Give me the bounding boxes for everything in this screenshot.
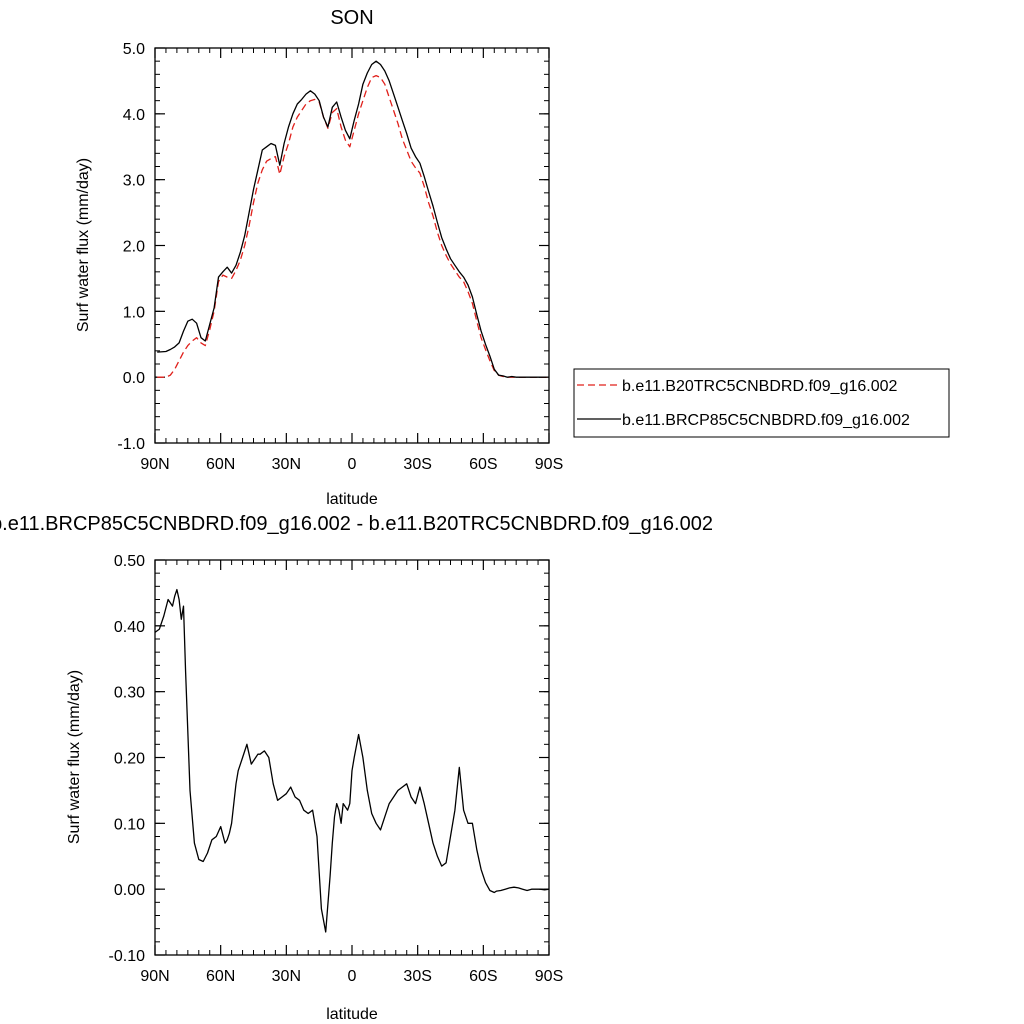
chart1-x-tick-label: 60S [469,456,497,473]
chart1-frame [154,47,550,444]
chart1-plot: 90N 60N 30N 0 30S 60S 90S -1.0 0.0 1.0 2.0 3.0 4.0 5.… [117,41,563,473]
chart1-x-tick-label: 30N [272,456,301,473]
chart2-y-tick-label: 0.50 [114,553,145,570]
chart1-y-tick-label: -1.0 [117,436,145,453]
chart2-title: b.e11.BRCP85C5CNBDRD.f09_g16.002 - b.e11… [0,513,713,535]
chart1-y-tick-label: 3.0 [123,173,145,190]
chart1-y-tick-label: 1.0 [123,304,145,321]
chart2-frame [154,559,550,956]
legend-box [573,368,950,438]
chart2-x-tick-label: 90S [535,968,563,985]
chart2-x-tick-label: 0 [348,968,357,985]
legend-label-1: b.e11.BRCP85C5CNBDRD.f09_g16.002 [622,412,910,429]
chart1-x-tick-label: 60N [206,456,235,473]
chart1-x-tick-label: 0 [348,456,357,473]
chart2-plot: 90N 60N 30N 0 30S 60S 90S -0.10 0.00 0.10 0.20 0.30… [109,553,564,985]
chart2-x-tick-label: 30N [272,968,301,985]
chart2-y-tick-label: 0.00 [114,882,145,899]
chart1-x-tick-label: 90S [535,456,563,473]
chart2-x-tick-label: 30S [403,968,431,985]
chart1-series-line-1 [157,60,547,378]
chart1-x-tick-label: 30S [403,456,431,473]
chart1-x-axis-label: latitude [326,491,378,508]
chart2-y-tick-label: -0.10 [109,948,146,965]
chart1-title: SON [330,7,373,29]
chart1-y-tick-label: 4.0 [123,107,145,124]
legend: b.e11.B20TRC5CNBDRD.f09_g16.002 b.e11.BR… [573,368,950,438]
chart2-y-tick-label: 0.30 [114,685,145,702]
chart2-series-line-0 [154,588,550,933]
chart2-y-tick-label: 0.10 [114,816,145,833]
legend-label-0: b.e11.B20TRC5CNBDRD.f09_g16.002 [622,378,898,395]
chart1-y-axis-label: Surf water flux (mm/day) [75,158,92,332]
chart2-y-axis-label: Surf water flux (mm/day) [66,670,83,844]
chart2-y-tick-label: 0.20 [114,751,145,768]
chart1-series-line-0 [157,74,547,378]
chart1-y-tick-label: 5.0 [123,41,145,58]
chart1-y-tick-label: 0.0 [123,370,145,387]
chart2-x-tick-label: 60S [469,968,497,985]
chart2-y-tick-label: 0.40 [114,619,145,636]
chart2-x-tick-label: 60N [206,968,235,985]
chart1-x-tick-label: 90N [140,456,169,473]
chart2-x-axis-label: latitude [326,1006,378,1023]
chart2-x-tick-label: 90N [140,968,169,985]
chart1-y-tick-label: 2.0 [123,239,145,256]
